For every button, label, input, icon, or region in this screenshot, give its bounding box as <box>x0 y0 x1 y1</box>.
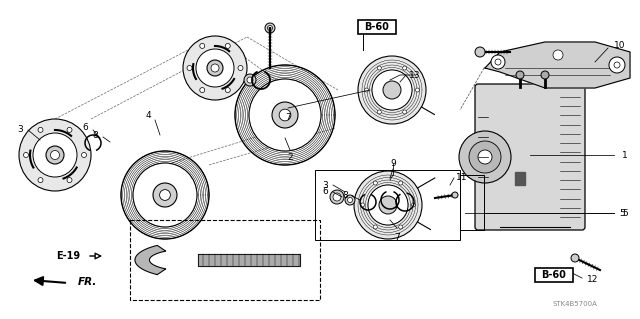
Text: 3: 3 <box>17 125 23 135</box>
Circle shape <box>378 66 381 70</box>
Circle shape <box>244 74 256 86</box>
Circle shape <box>24 152 29 158</box>
Bar <box>460 175 484 230</box>
Circle shape <box>187 65 192 70</box>
FancyBboxPatch shape <box>475 84 585 230</box>
Circle shape <box>225 43 230 48</box>
Text: 7: 7 <box>394 233 400 241</box>
Circle shape <box>249 79 321 151</box>
Circle shape <box>333 193 341 201</box>
Bar <box>315 170 460 240</box>
Circle shape <box>495 59 501 65</box>
Circle shape <box>196 49 234 87</box>
Bar <box>130 220 320 300</box>
Circle shape <box>379 196 397 214</box>
Circle shape <box>475 47 485 57</box>
Circle shape <box>354 171 422 239</box>
Circle shape <box>183 36 247 100</box>
Circle shape <box>348 197 353 203</box>
Text: B-60: B-60 <box>365 22 389 32</box>
Circle shape <box>153 183 177 207</box>
Bar <box>358 20 396 34</box>
Polygon shape <box>198 254 300 266</box>
Circle shape <box>200 43 205 48</box>
Circle shape <box>553 50 563 60</box>
Circle shape <box>373 225 378 229</box>
Circle shape <box>81 152 86 158</box>
Text: 13: 13 <box>409 70 420 79</box>
Circle shape <box>360 203 365 207</box>
Circle shape <box>279 109 291 121</box>
Circle shape <box>46 146 64 164</box>
Circle shape <box>247 77 253 83</box>
Circle shape <box>345 195 355 205</box>
Text: FR.: FR. <box>78 277 97 287</box>
Bar <box>535 268 573 282</box>
Circle shape <box>541 71 549 79</box>
Circle shape <box>238 65 243 70</box>
Text: 10: 10 <box>614 41 626 49</box>
Circle shape <box>372 70 412 110</box>
Circle shape <box>491 55 505 69</box>
Circle shape <box>38 178 43 182</box>
Circle shape <box>38 127 43 132</box>
Circle shape <box>200 88 205 93</box>
Circle shape <box>412 203 415 207</box>
Text: 6: 6 <box>82 123 88 132</box>
Circle shape <box>614 62 620 68</box>
Circle shape <box>368 185 408 225</box>
Text: 2: 2 <box>287 153 293 162</box>
Circle shape <box>358 56 426 124</box>
Circle shape <box>452 192 458 198</box>
Text: 11: 11 <box>456 174 468 182</box>
FancyArrowPatch shape <box>90 253 100 259</box>
Circle shape <box>33 133 77 177</box>
Text: 9: 9 <box>390 159 396 167</box>
Circle shape <box>51 151 60 160</box>
Text: 3: 3 <box>322 181 328 189</box>
Circle shape <box>399 181 403 185</box>
Circle shape <box>211 64 219 72</box>
Circle shape <box>19 119 91 191</box>
Circle shape <box>516 71 524 79</box>
Circle shape <box>383 81 401 99</box>
Text: 12: 12 <box>588 276 598 285</box>
Circle shape <box>403 110 406 114</box>
Circle shape <box>478 150 492 164</box>
Text: 5: 5 <box>622 209 628 218</box>
Text: 8: 8 <box>342 191 348 201</box>
Text: STK4B5700A: STK4B5700A <box>552 301 597 307</box>
Circle shape <box>268 26 273 31</box>
Circle shape <box>67 178 72 182</box>
Circle shape <box>67 127 72 132</box>
Circle shape <box>330 190 344 204</box>
Circle shape <box>403 66 406 70</box>
Circle shape <box>207 60 223 76</box>
Circle shape <box>469 141 501 173</box>
Text: 8: 8 <box>92 130 98 139</box>
Circle shape <box>571 254 579 262</box>
Circle shape <box>415 88 419 92</box>
Text: 4: 4 <box>145 110 151 120</box>
Text: E-19: E-19 <box>56 251 80 261</box>
Circle shape <box>378 110 381 114</box>
Text: 5: 5 <box>619 209 625 218</box>
Circle shape <box>133 163 197 227</box>
Circle shape <box>399 225 403 229</box>
Circle shape <box>272 102 298 128</box>
Circle shape <box>159 189 170 200</box>
Polygon shape <box>135 245 166 275</box>
Polygon shape <box>515 172 525 185</box>
Circle shape <box>459 131 511 183</box>
Circle shape <box>609 57 625 73</box>
Text: 6: 6 <box>322 188 328 197</box>
Text: 7: 7 <box>285 113 291 122</box>
Circle shape <box>265 23 275 33</box>
Circle shape <box>373 181 378 185</box>
Circle shape <box>365 88 369 92</box>
Circle shape <box>225 88 230 93</box>
Text: B-60: B-60 <box>541 270 566 280</box>
Polygon shape <box>485 42 630 88</box>
Text: 1: 1 <box>622 151 628 160</box>
